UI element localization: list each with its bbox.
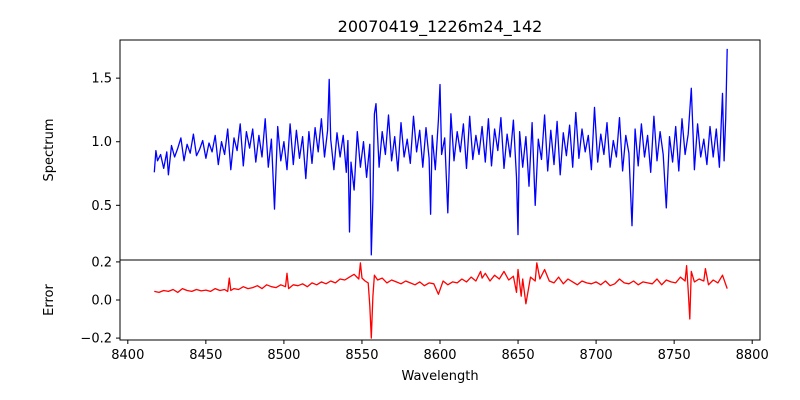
error-plot-area xyxy=(154,262,728,339)
error-x-tick-label: 8650 xyxy=(502,348,535,363)
error-x-label: Wavelength xyxy=(401,369,478,384)
spectrum-series-line-0 xyxy=(153,48,728,256)
spectrum-y-axis: 0.5 1.0 1.5 xyxy=(91,72,120,214)
error-y-tick-label: 0.2 xyxy=(91,255,112,270)
error-y-axis: −0.2 0.0 0.2 xyxy=(80,255,120,347)
error-y-tick-label: 0.0 xyxy=(91,294,112,309)
error-x-tick-label: 8700 xyxy=(580,348,613,363)
error-panel: −0.20.00.2 8400 8450 8500 8550 8600 8650 8700 8… xyxy=(42,255,769,384)
error-series-line-0 xyxy=(154,262,728,339)
spectrum-y-tick-label: 1.5 xyxy=(91,72,112,87)
error-x-tick-label: 8400 xyxy=(111,348,144,363)
error-y-label: Error xyxy=(42,284,57,316)
spectrum-plot-area xyxy=(153,48,728,256)
error-x-tick-label: 8600 xyxy=(423,348,456,363)
spectrum-y-tick-label: 0.5 xyxy=(91,199,112,214)
error-x-tick-label: 8550 xyxy=(345,348,378,363)
error-x-axis: 8400 8450 8500 8550 8600 8650 8700 8750 8800 xyxy=(111,340,769,363)
spectrum-y-label: Spectrum xyxy=(42,119,57,182)
error-x-tick-label: 8450 xyxy=(189,348,222,363)
spectrum-y-tick-label: 1.0 xyxy=(91,135,112,150)
error-y-tick-label: −0.2 xyxy=(80,332,112,347)
error-x-tick-label: 8800 xyxy=(736,348,769,363)
error-x-tick-label: 8500 xyxy=(267,348,300,363)
error-x-tick-label: 8750 xyxy=(658,348,691,363)
chart-title: 20070419_1226m24_142 xyxy=(338,17,543,37)
error-panel-frame xyxy=(119,259,761,341)
